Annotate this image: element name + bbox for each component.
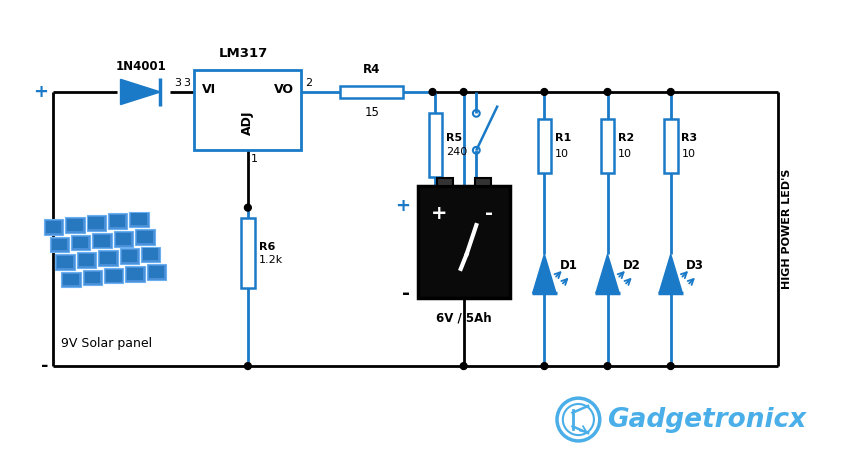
Polygon shape <box>108 213 128 229</box>
Text: -: - <box>485 204 493 223</box>
Bar <box>88 218 104 229</box>
Bar <box>438 179 453 186</box>
Text: 1.2k: 1.2k <box>258 255 283 265</box>
Text: -: - <box>402 284 411 302</box>
Text: +: + <box>431 204 448 223</box>
Bar <box>67 219 82 231</box>
Text: 3: 3 <box>174 78 181 88</box>
Polygon shape <box>135 229 155 245</box>
Text: VO: VO <box>274 83 293 96</box>
Text: -: - <box>41 357 48 375</box>
Text: ADJ: ADJ <box>241 111 254 135</box>
Polygon shape <box>129 212 149 227</box>
Polygon shape <box>82 270 102 285</box>
Text: R5: R5 <box>446 133 462 143</box>
Text: Gadgetronicx: Gadgetronicx <box>608 407 807 432</box>
Polygon shape <box>65 218 84 233</box>
Text: D1: D1 <box>560 259 578 272</box>
Bar <box>131 213 147 225</box>
Bar <box>475 179 491 186</box>
Circle shape <box>667 363 674 369</box>
Bar <box>94 235 110 246</box>
Polygon shape <box>147 264 167 280</box>
Polygon shape <box>99 251 117 266</box>
Bar <box>128 268 143 280</box>
Polygon shape <box>533 254 556 293</box>
Bar <box>52 239 67 251</box>
Polygon shape <box>104 268 123 284</box>
Bar <box>84 272 100 284</box>
Text: 240: 240 <box>446 147 468 157</box>
Bar <box>79 254 94 266</box>
Circle shape <box>460 89 467 95</box>
Bar <box>73 237 88 248</box>
Bar <box>57 256 73 268</box>
Text: 10: 10 <box>555 149 569 159</box>
Polygon shape <box>126 266 144 281</box>
Polygon shape <box>87 215 106 231</box>
Polygon shape <box>43 219 63 235</box>
Circle shape <box>541 89 547 95</box>
Bar <box>428 113 442 177</box>
Text: 3: 3 <box>184 78 190 88</box>
Polygon shape <box>596 254 619 293</box>
Text: HIGH POWER LED'S: HIGH POWER LED'S <box>782 169 792 289</box>
Polygon shape <box>659 254 683 293</box>
Polygon shape <box>93 233 112 248</box>
Bar <box>149 266 164 278</box>
Text: R2: R2 <box>618 133 634 143</box>
Text: R6: R6 <box>258 241 275 252</box>
Bar <box>143 248 158 260</box>
Text: 1N4001: 1N4001 <box>116 60 167 73</box>
Bar <box>664 119 677 173</box>
Bar <box>116 233 131 245</box>
Text: 2: 2 <box>305 78 312 88</box>
Circle shape <box>429 89 436 95</box>
Text: R4: R4 <box>363 63 381 76</box>
Text: R1: R1 <box>555 133 571 143</box>
Text: +: + <box>34 83 48 101</box>
Text: 10: 10 <box>682 149 695 159</box>
Circle shape <box>245 204 252 211</box>
Bar <box>601 119 615 173</box>
Bar <box>340 86 404 98</box>
Text: 10: 10 <box>618 149 632 159</box>
Circle shape <box>460 363 467 369</box>
Bar <box>110 215 126 227</box>
Text: 9V Solar panel: 9V Solar panel <box>61 337 152 350</box>
Bar <box>46 221 61 233</box>
Polygon shape <box>61 272 81 287</box>
Bar <box>63 274 79 285</box>
Text: R3: R3 <box>682 133 698 143</box>
Polygon shape <box>55 254 75 270</box>
Polygon shape <box>49 237 69 252</box>
Polygon shape <box>121 79 161 105</box>
Circle shape <box>667 89 674 95</box>
Text: 15: 15 <box>365 106 379 118</box>
Bar <box>537 119 551 173</box>
Circle shape <box>604 363 611 369</box>
Bar <box>241 218 255 288</box>
Polygon shape <box>120 248 139 264</box>
Bar <box>100 252 116 264</box>
Bar <box>137 231 153 243</box>
Polygon shape <box>76 252 96 268</box>
Text: D2: D2 <box>623 259 641 272</box>
Circle shape <box>604 89 611 95</box>
Text: 1: 1 <box>251 154 258 164</box>
Polygon shape <box>114 231 133 246</box>
Text: LM317: LM317 <box>218 47 268 60</box>
Text: +: + <box>395 197 411 215</box>
Bar <box>122 251 137 262</box>
Circle shape <box>541 363 547 369</box>
Text: D3: D3 <box>686 259 704 272</box>
Bar <box>106 270 122 281</box>
Circle shape <box>245 363 252 369</box>
Text: VI: VI <box>202 83 216 96</box>
Polygon shape <box>141 246 161 262</box>
Bar <box>195 70 302 150</box>
Text: 6V / 5Ah: 6V / 5Ah <box>436 312 492 325</box>
Bar <box>418 186 510 298</box>
Polygon shape <box>71 235 90 251</box>
